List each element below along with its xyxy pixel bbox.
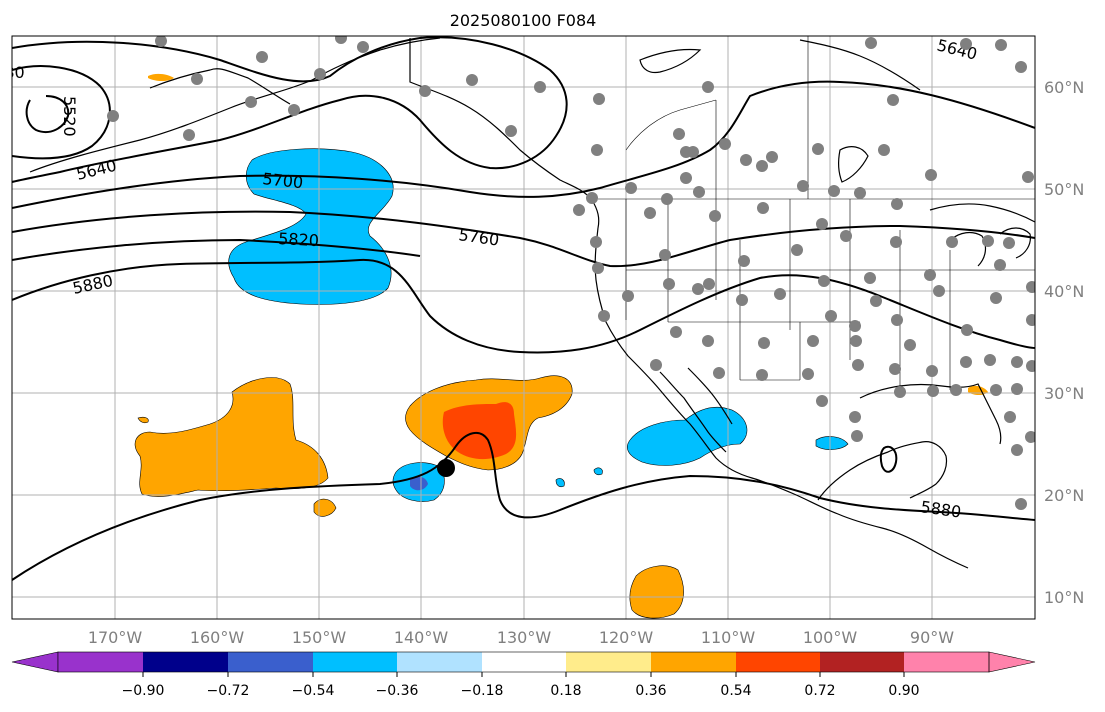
- storm-center-marker: [437, 459, 455, 477]
- colorbar-tick-0: −0.90: [122, 683, 165, 699]
- lon-label-150w: 150°W: [292, 628, 347, 647]
- colorbar-bin-2: [143, 652, 228, 672]
- colorbar-frame: [57, 651, 990, 673]
- negative-anomaly-storm-core: [410, 476, 428, 491]
- negative-anomaly-small-1: [815, 436, 849, 450]
- negative-anomaly-gulf: [627, 407, 748, 466]
- longitude-labels: 170°W 160°W 150°W 140°W 130°W 120°W 110°…: [88, 628, 954, 647]
- coastlines: [29, 37, 1035, 569]
- positive-anomaly-alaska: [148, 73, 174, 81]
- lon-label-90w: 90°W: [910, 628, 954, 647]
- positive-anomaly-central-core: [442, 402, 517, 460]
- lon-label-110w: 110°W: [701, 628, 756, 647]
- colorbar-bin-1: [58, 652, 143, 672]
- lon-label-130w: 130°W: [497, 628, 552, 647]
- colorbar-tick-5: 0.18: [550, 683, 581, 699]
- contour-label-5580: 5580: [0, 63, 25, 82]
- negative-anomaly-small-3: [555, 478, 565, 488]
- colorbar-tick-4: −0.18: [461, 683, 504, 699]
- lon-label-170w: 170°W: [88, 628, 143, 647]
- positive-anomaly-west-small-2: [137, 416, 149, 424]
- lat-label-40: 40°N: [1044, 282, 1084, 301]
- map-title: 2025080100 F084: [450, 11, 597, 30]
- colorbar-high-extension: [988, 651, 1036, 673]
- colorbar-bin-9: [736, 652, 820, 672]
- station-dots: [107, 36, 1035, 510]
- colorbar-bin-7: [566, 652, 651, 672]
- lon-label-140w: 140°W: [394, 628, 449, 647]
- negative-anomaly-small-2: [593, 467, 603, 476]
- colorbar-bin-11: [904, 652, 989, 672]
- colorbar-tick-9: 0.90: [888, 683, 919, 699]
- positive-anomaly-south: [629, 565, 684, 619]
- colorbar-tick-1: −0.72: [207, 683, 250, 699]
- colorbar-bin-8: [651, 652, 736, 672]
- map-panel: 5520 5580 5640 5640 5700 5760 5820 5880 …: [0, 36, 1035, 619]
- gridlines: [12, 36, 1035, 619]
- positive-anomaly-west: [134, 377, 329, 497]
- colorbar-low-extension: [11, 651, 59, 673]
- lat-label-20: 20°N: [1044, 486, 1084, 505]
- lat-label-50: 50°N: [1044, 180, 1084, 199]
- colorbar-bin-6: [482, 652, 566, 672]
- lon-label-160w: 160°W: [190, 628, 245, 647]
- lat-label-10: 10°N: [1044, 588, 1084, 607]
- colorbar-bin-5: [397, 652, 482, 672]
- colorbar-tick-2: −0.54: [292, 683, 335, 699]
- lon-label-120w: 120°W: [599, 628, 654, 647]
- negative-anomaly-north-pacific: [228, 148, 394, 305]
- colorbar-tick-8: 0.72: [804, 683, 835, 699]
- colorbar-bin-3: [228, 652, 313, 672]
- colorbar-tick-6: 0.36: [635, 683, 666, 699]
- lon-label-100w: 100°W: [803, 628, 858, 647]
- colorbar: −0.90 −0.72 −0.54 −0.36 −0.18 0.18 0.36 …: [11, 651, 1036, 699]
- lat-label-60: 60°N: [1044, 78, 1084, 97]
- colorbar-tick-7: 0.54: [720, 683, 751, 699]
- colorbar-bin-4: [313, 652, 397, 672]
- contour-label-5520: 5520: [60, 96, 79, 137]
- latitude-labels: 60°N 50°N 40°N 30°N 20°N 10°N: [1044, 78, 1084, 607]
- colorbar-tick-marks: [142, 672, 905, 677]
- contour-label-5820: 5820: [278, 229, 320, 250]
- lat-label-30: 30°N: [1044, 384, 1084, 403]
- colorbar-bin-10: [820, 652, 904, 672]
- colorbar-tick-3: −0.36: [376, 683, 419, 699]
- map-frame: [11, 35, 1036, 620]
- contour-label-5700: 5700: [262, 169, 304, 192]
